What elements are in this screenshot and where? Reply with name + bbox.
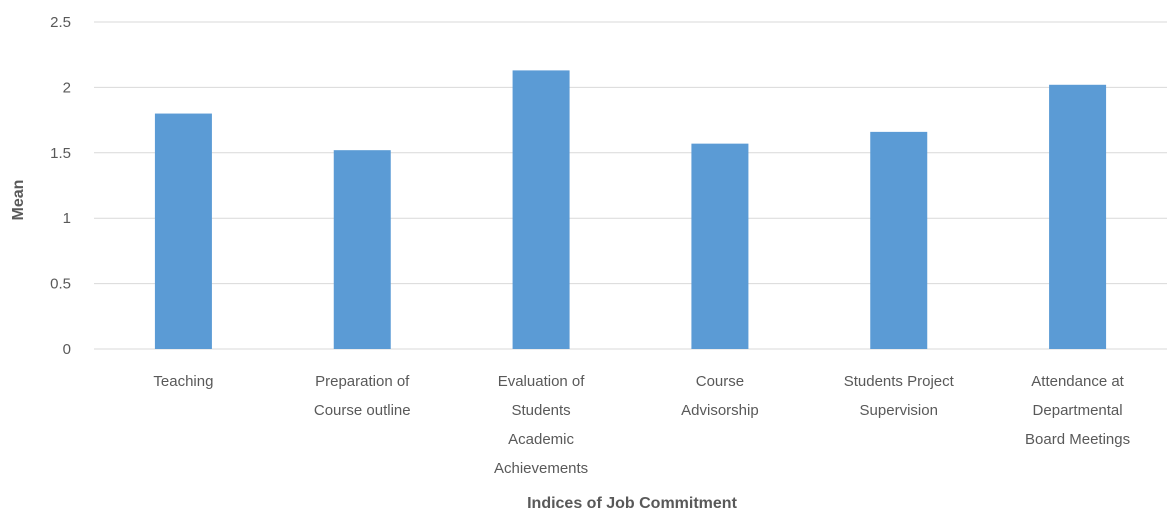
x-category-label-line: Students Project	[844, 373, 955, 390]
x-category-label-line: Departmental	[1033, 402, 1123, 419]
bar	[1049, 84, 1107, 349]
x-category-label-line: Students	[511, 402, 570, 419]
bar	[691, 143, 749, 349]
y-tick-label: 0	[63, 341, 71, 358]
bars	[154, 70, 1107, 350]
y-tick-label: 1.5	[50, 145, 71, 162]
x-category-label-line: Supervision	[860, 402, 938, 419]
x-category-label-line: Teaching	[153, 373, 213, 390]
y-tick-label: 2	[63, 79, 71, 96]
x-category-label-line: Course	[696, 373, 744, 390]
bar	[512, 70, 570, 350]
y-tick-label: 1	[63, 210, 71, 227]
bar	[870, 131, 928, 349]
x-category-label: Evaluation of Students Academic Achievement…	[494, 373, 588, 477]
gridlines	[94, 21, 1167, 350]
x-category-label: Teaching	[153, 373, 213, 390]
x-category-label-line: Course outline	[314, 402, 411, 419]
x-category-label-line: Board Meetings	[1025, 431, 1130, 448]
x-category-label-line: Preparation of	[315, 373, 410, 390]
y-tick-label: 2.5	[50, 14, 71, 31]
y-axis-title: Mean	[10, 180, 27, 221]
x-category-label: Preparation of Course outline	[314, 373, 411, 419]
x-category-labels: Teaching Preparation of Course outline Eval…	[153, 373, 1130, 477]
x-category-label: Students Project Supervision	[844, 373, 955, 419]
x-category-label-line: Advisorship	[681, 402, 759, 419]
y-tick-labels: 0 0.5 1 1.5 2 2.5	[50, 14, 71, 358]
x-category-label-line: Evaluation of	[498, 373, 586, 390]
x-category-label: Course Advisorship	[681, 373, 759, 419]
bar	[154, 113, 212, 349]
x-category-label-line: Academic	[508, 431, 574, 448]
bar	[333, 150, 391, 349]
x-category-label-line: Attendance at	[1031, 373, 1124, 390]
x-category-label: Attendance at Departmental Board Meetings	[1025, 373, 1130, 448]
x-category-label-line: Achievements	[494, 460, 588, 477]
y-tick-label: 0.5	[50, 276, 71, 293]
x-axis-title: Indices of Job Commitment	[527, 495, 737, 512]
